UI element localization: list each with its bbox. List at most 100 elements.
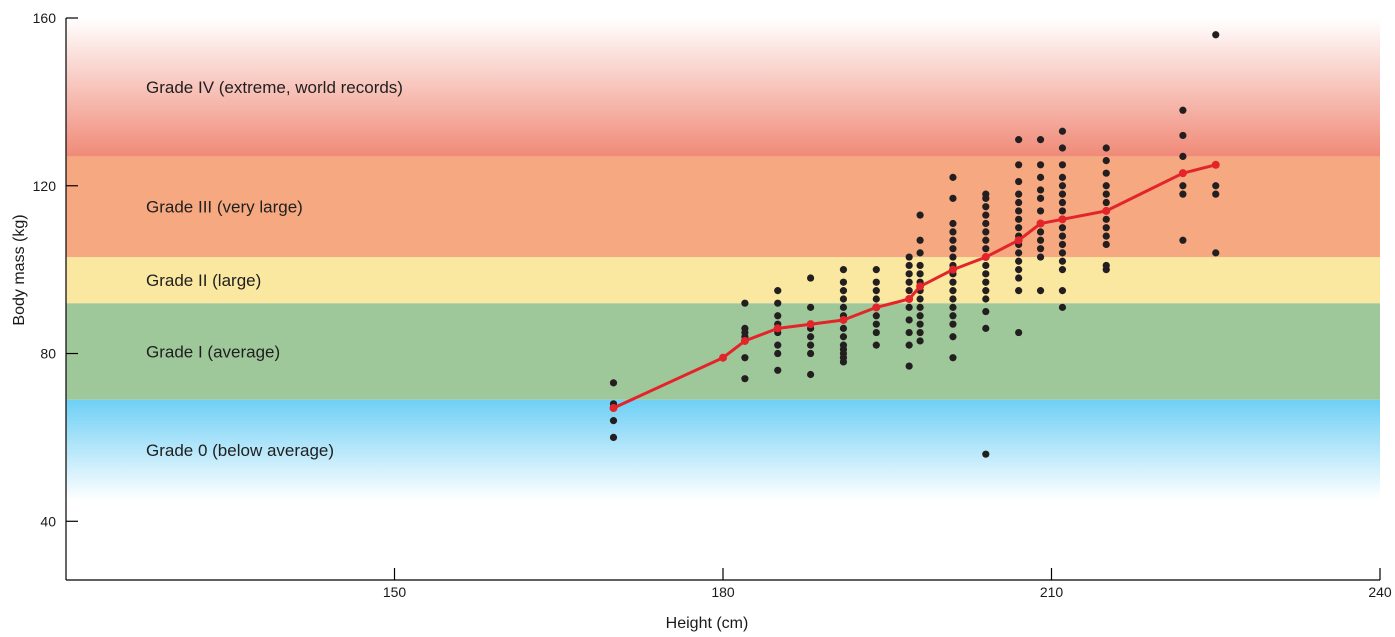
scatter-point	[1102, 190, 1110, 198]
scatter-point	[839, 358, 848, 366]
scatter-point	[1102, 240, 1110, 249]
series-point	[916, 282, 925, 291]
scatter-point	[1058, 232, 1067, 240]
series-point	[773, 324, 782, 333]
series-point	[872, 303, 881, 312]
scatter-point	[872, 312, 880, 320]
scatter-point	[982, 194, 990, 202]
scatter-point	[949, 354, 957, 362]
series-point	[1102, 206, 1111, 215]
scatter-point	[916, 328, 924, 337]
scatter-point	[1058, 257, 1067, 265]
scatter-point	[905, 316, 913, 324]
scatter-point	[1015, 207, 1023, 215]
y-tick-label: 120	[33, 178, 57, 194]
scatter-point	[949, 245, 957, 253]
scatter-point	[1015, 257, 1023, 265]
scatter-point	[1212, 249, 1220, 257]
scatter-point	[1015, 274, 1023, 282]
scatter-point	[872, 341, 880, 349]
scatter-point	[1179, 190, 1187, 198]
series-point	[839, 315, 848, 324]
scatter-point	[916, 249, 924, 257]
scatter-point	[872, 266, 880, 274]
x-tick-label: 240	[1368, 584, 1392, 600]
scatter-point	[1036, 245, 1045, 253]
grade-band-label: Grade I (average)	[146, 342, 280, 361]
scatter-point	[1212, 182, 1220, 190]
scatter-point	[916, 295, 924, 303]
scatter-point	[1015, 177, 1023, 186]
series-point	[806, 320, 815, 329]
scatter-point	[1015, 287, 1023, 295]
scatter-point	[1036, 161, 1045, 169]
scatter-point	[982, 287, 990, 295]
scatter-point	[949, 333, 957, 341]
scatter-point	[1058, 190, 1067, 198]
scatter-point	[905, 341, 913, 349]
scatter-point	[774, 312, 782, 320]
scatter-point	[949, 173, 957, 181]
scatter-point	[1036, 136, 1045, 144]
scatter-point	[1058, 127, 1067, 135]
scatter-point	[807, 370, 815, 379]
scatter-point	[1102, 169, 1110, 177]
scatter-point	[1036, 253, 1045, 261]
scatter-point	[1102, 215, 1110, 223]
series-point	[1036, 219, 1045, 228]
scatter-point	[1058, 266, 1067, 274]
scatter-point	[839, 278, 848, 286]
scatter-point	[1058, 161, 1067, 169]
scatter-point	[774, 349, 782, 358]
scatter-point	[1102, 156, 1110, 165]
scatter-point	[905, 261, 913, 270]
scatter-point	[905, 328, 913, 337]
x-tick-label: 210	[1040, 584, 1064, 600]
scatter-point	[1015, 249, 1023, 257]
scatter-point	[916, 320, 924, 328]
grade-band-label: Grade 0 (below average)	[146, 441, 334, 460]
scatter-point	[741, 299, 749, 307]
scatter-point	[982, 324, 990, 332]
scatter-point	[905, 278, 913, 286]
scatter-point	[741, 375, 749, 383]
scatter-point	[1015, 198, 1023, 207]
scatter-point	[1179, 131, 1187, 140]
scatter-point	[1102, 224, 1110, 232]
grade-band-labels: Grade 0 (below average) Grade I (average)…	[146, 78, 403, 460]
series-point	[948, 265, 957, 274]
scatter-point	[1036, 287, 1045, 295]
scatter-point	[916, 270, 924, 278]
scatter-point	[807, 341, 815, 349]
scatter-point	[774, 299, 782, 307]
scatter-point	[1102, 266, 1110, 274]
scatter-point	[1036, 173, 1045, 181]
scatter-point	[949, 278, 957, 286]
scatter-point	[807, 349, 815, 358]
scatter-point	[741, 354, 749, 362]
scatter-point	[1015, 190, 1023, 198]
scatter-point	[872, 287, 880, 295]
scatter-point	[982, 203, 990, 211]
scatter-point	[982, 245, 990, 253]
scatter-point	[949, 228, 957, 236]
scatter-point	[839, 324, 848, 332]
scatter-point	[1212, 31, 1220, 39]
x-axis-label: Height (cm)	[666, 615, 749, 632]
x-tick-label: 180	[711, 584, 735, 600]
scatter-point	[1179, 106, 1187, 114]
y-tick-label: 80	[40, 346, 56, 362]
scatter-point	[1058, 198, 1067, 207]
scatter-point	[609, 433, 618, 442]
scatter-point	[949, 219, 957, 228]
scatter-point	[872, 278, 880, 286]
scatter-point	[1036, 207, 1045, 215]
scatter-point	[1015, 266, 1023, 274]
scatter-point	[839, 333, 848, 341]
scatter-point	[1102, 182, 1110, 190]
scatter-point	[774, 287, 782, 295]
scatter-point	[1058, 173, 1067, 181]
scatter-point	[774, 366, 782, 374]
series-point	[1211, 160, 1220, 169]
scatter-point	[905, 287, 913, 295]
